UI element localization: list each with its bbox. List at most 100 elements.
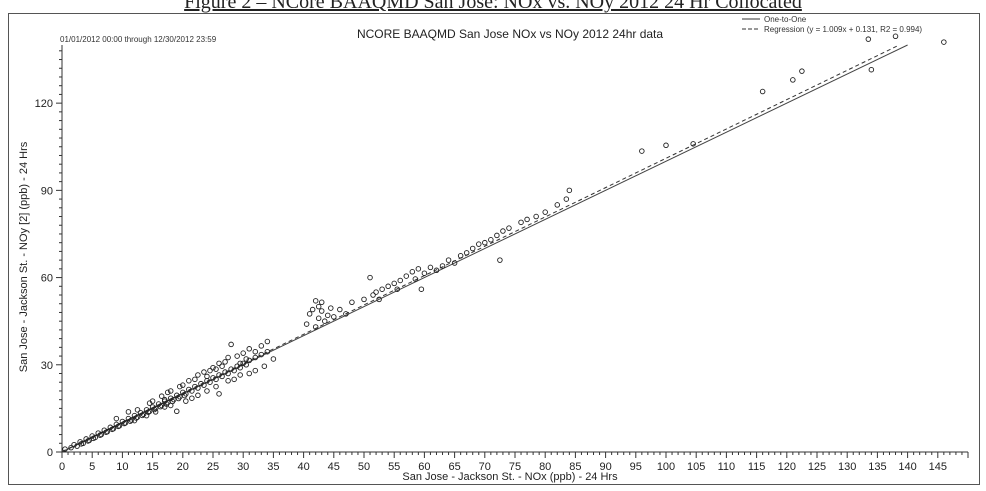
- data-point: [309, 306, 316, 313]
- data-point: [394, 286, 400, 292]
- data-point: [210, 375, 216, 381]
- data-point: [439, 263, 446, 269]
- x-tick-label: 95: [630, 461, 642, 473]
- x-tick-label: 140: [898, 461, 916, 473]
- data-point: [158, 402, 165, 409]
- data-point: [237, 372, 243, 378]
- data-point: [270, 356, 277, 362]
- x-tick-label: 80: [539, 461, 551, 473]
- x-tick-label: 35: [267, 461, 279, 473]
- data-point: [219, 363, 225, 369]
- data-point: [252, 367, 259, 374]
- data-point: [164, 399, 171, 406]
- data-point: [161, 396, 168, 403]
- data-point: [421, 270, 428, 276]
- y-tick-label: 30: [41, 360, 53, 372]
- data-point: [74, 443, 80, 449]
- regression-line: [61, 44, 900, 453]
- data-point: [234, 363, 240, 369]
- data-point: [210, 364, 216, 371]
- data-point: [457, 253, 464, 259]
- data-point: [533, 213, 539, 220]
- data-point: [192, 383, 198, 390]
- data-point: [325, 312, 331, 319]
- data-point: [113, 415, 120, 422]
- data-point: [312, 324, 319, 330]
- x-tick-label: 45: [328, 461, 340, 473]
- data-point: [216, 391, 222, 397]
- data-point: [403, 273, 410, 279]
- data-point: [234, 353, 240, 359]
- data-point: [321, 318, 328, 324]
- x-tick-label: 30: [237, 461, 249, 473]
- x-tick-label: 75: [509, 461, 521, 473]
- data-point: [177, 383, 183, 390]
- data-point: [62, 446, 68, 452]
- x-tick-label: 60: [418, 461, 430, 473]
- data-point: [566, 187, 573, 194]
- data-point: [258, 343, 265, 349]
- data-point: [759, 88, 766, 95]
- data-point: [391, 280, 397, 287]
- x-tick-label: 115: [748, 461, 766, 473]
- data-point: [349, 299, 355, 306]
- data-point: [98, 431, 105, 438]
- data-point: [207, 379, 213, 385]
- data-point: [186, 378, 192, 384]
- data-point: [433, 267, 440, 274]
- data-point: [663, 142, 669, 149]
- x-tick-label: 15: [146, 461, 158, 473]
- data-point: [379, 286, 385, 292]
- x-tick-label: 25: [207, 461, 219, 473]
- data-point: [237, 360, 243, 367]
- data-point: [167, 402, 174, 409]
- data-point: [207, 367, 213, 374]
- data-point: [318, 299, 325, 306]
- data-point: [228, 366, 234, 372]
- data-point: [134, 407, 141, 413]
- x-tick-label: 55: [388, 461, 400, 473]
- data-point: [104, 428, 111, 435]
- data-point: [152, 409, 159, 415]
- x-tick-label: 70: [479, 461, 491, 473]
- x-tick-label: 130: [838, 461, 856, 473]
- data-point: [195, 385, 201, 391]
- x-tick-label: 40: [297, 461, 309, 473]
- data-point: [180, 382, 186, 388]
- data-point: [216, 372, 222, 378]
- data-point: [183, 398, 189, 404]
- chart-title: NCORE BAAQMD San Jose NOx vs NOy 2012 24…: [357, 27, 663, 41]
- legend-label: One-to-One: [764, 15, 807, 24]
- data-point: [243, 356, 249, 362]
- data-point: [71, 441, 77, 448]
- data-point: [799, 68, 805, 74]
- data-point: [312, 298, 319, 304]
- data-point: [134, 414, 141, 420]
- data-point: [213, 376, 219, 383]
- data-point: [469, 245, 476, 252]
- data-point: [427, 264, 434, 271]
- data-point: [243, 362, 249, 368]
- data-point: [343, 311, 349, 317]
- data-point: [219, 373, 225, 380]
- data-point: [201, 382, 207, 388]
- data-point: [497, 257, 503, 263]
- x-tick-label: 65: [448, 461, 460, 473]
- x-tick-label: 110: [718, 461, 736, 473]
- data-point: [868, 66, 875, 73]
- data-point: [476, 241, 482, 247]
- x-tick-label: 10: [116, 461, 128, 473]
- x-tick-label: 90: [599, 461, 611, 473]
- data-point: [488, 237, 494, 243]
- data-point: [246, 357, 252, 364]
- data-point: [122, 420, 129, 426]
- data-point: [177, 394, 183, 400]
- y-tick-label: 0: [47, 447, 53, 459]
- figure-caption: Figure 2 – NCore BAAQMD San Jose: NOx vs…: [184, 0, 802, 13]
- data-point: [146, 408, 153, 415]
- data-point: [451, 260, 458, 266]
- data-point: [409, 269, 416, 275]
- data-point: [116, 423, 123, 429]
- x-tick-label: 85: [569, 461, 581, 473]
- data-point: [195, 372, 201, 378]
